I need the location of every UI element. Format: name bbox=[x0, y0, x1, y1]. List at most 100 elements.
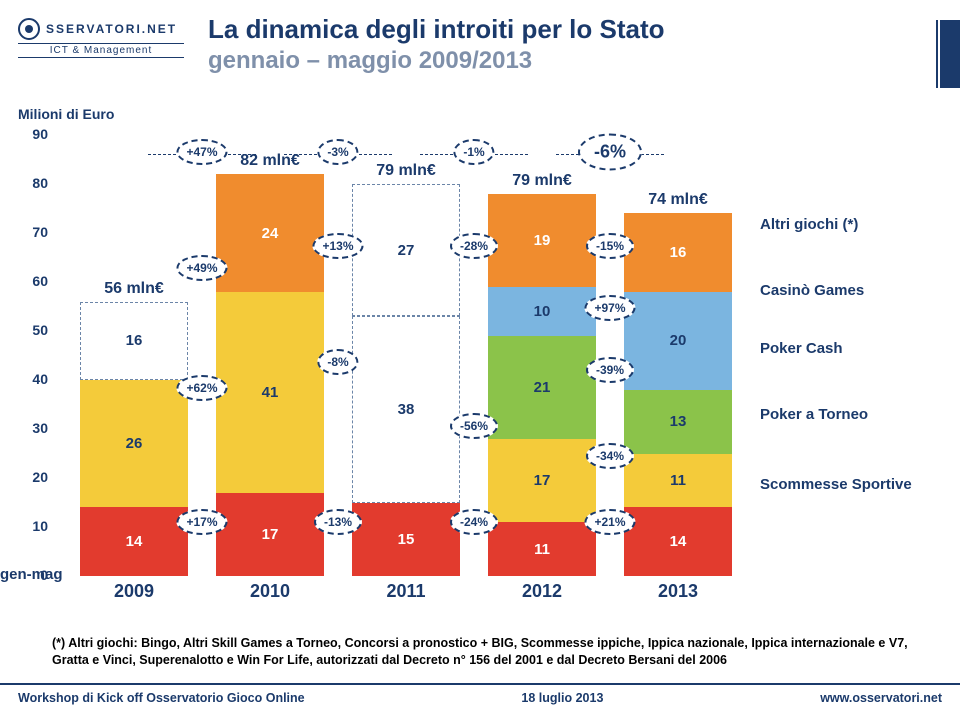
segment-value: 17 bbox=[262, 526, 279, 543]
delta-bubble: -8% bbox=[317, 349, 358, 375]
legend-item: Poker a Torneo bbox=[760, 406, 868, 423]
bar-segment: 24 bbox=[216, 174, 324, 292]
segment-value: 11 bbox=[670, 472, 686, 489]
y-axis-title: Milioni di Euro bbox=[18, 106, 114, 122]
bar-segment: 14 bbox=[80, 507, 188, 576]
plot-area: 14261656 mln€200917412482 mln€2010153827… bbox=[60, 130, 740, 600]
footer-center: 18 luglio 2013 bbox=[521, 691, 603, 705]
delta-bubble: +49% bbox=[176, 255, 227, 281]
segment-value: 10 bbox=[534, 303, 551, 320]
growth-bubble: -3% bbox=[317, 139, 358, 165]
legend-item: Poker Cash bbox=[760, 340, 843, 357]
delta-bubble: +13% bbox=[312, 233, 363, 259]
bar-column: 14261656 mln€2009 bbox=[80, 130, 188, 576]
logo-icon bbox=[18, 18, 40, 40]
y-tick: 30 bbox=[18, 420, 48, 436]
logo: SSERVATORI.NET ICT & Management bbox=[18, 10, 208, 58]
delta-bubble: +97% bbox=[584, 295, 635, 321]
growth-bubble: -6% bbox=[578, 134, 642, 171]
segment-value: 41 bbox=[262, 384, 279, 401]
title-line2: gennaio – maggio 2009/2013 bbox=[208, 47, 960, 75]
bar-column: 111721101979 mln€2012 bbox=[488, 130, 596, 576]
x-axis-label: 2011 bbox=[352, 581, 460, 602]
bar-segment: 11 bbox=[624, 454, 732, 508]
delta-bubble: -39% bbox=[586, 357, 634, 383]
footnote: (*) Altri giochi: Bingo, Altri Skill Gam… bbox=[52, 635, 927, 669]
y-tick: 80 bbox=[18, 175, 48, 191]
bar-column: 17412482 mln€2010 bbox=[216, 130, 324, 576]
bar-segment: 41 bbox=[216, 292, 324, 493]
y-tick: 10 bbox=[18, 518, 48, 534]
y-tick: 50 bbox=[18, 322, 48, 338]
x-axis-label: 2010 bbox=[216, 581, 324, 602]
legend-item: Altri giochi (*) bbox=[760, 216, 858, 233]
bar-total-label: 56 mln€ bbox=[80, 280, 188, 298]
bar-segment: 26 bbox=[80, 380, 188, 507]
delta-bubble: +17% bbox=[176, 509, 227, 535]
segment-value: 13 bbox=[670, 413, 687, 430]
segment-value: 21 bbox=[534, 379, 551, 396]
segment-value: 26 bbox=[126, 435, 143, 452]
y-tick: 90 bbox=[18, 126, 48, 142]
y-tick: 60 bbox=[18, 273, 48, 289]
title-line1: La dinamica degli introiti per lo Stato bbox=[208, 14, 960, 45]
footer: Workshop di Kick off Osservatorio Gioco … bbox=[0, 683, 960, 711]
y-tick: 70 bbox=[18, 224, 48, 240]
bar-segment: 27 bbox=[352, 184, 460, 316]
delta-bubble: -13% bbox=[314, 509, 362, 535]
bar-segment: 17 bbox=[216, 493, 324, 576]
segment-value: 14 bbox=[126, 533, 143, 550]
bar-segment: 15 bbox=[352, 503, 460, 577]
segment-value: 24 bbox=[262, 225, 279, 242]
segment-value: 16 bbox=[670, 244, 687, 261]
chart: Milioni di Euro 0102030405060708090 1426… bbox=[0, 106, 960, 646]
growth-bubble: +47% bbox=[176, 139, 227, 165]
delta-bubble: -15% bbox=[586, 233, 634, 259]
segment-value: 20 bbox=[670, 332, 687, 349]
bar-segment: 11 bbox=[488, 522, 596, 576]
footer-left: Workshop di Kick off Osservatorio Gioco … bbox=[18, 691, 305, 705]
bar-segment: 21 bbox=[488, 336, 596, 439]
segment-value: 15 bbox=[398, 531, 415, 548]
delta-bubble: +21% bbox=[584, 509, 635, 535]
bar-column: 141113201674 mln€2013 bbox=[624, 130, 732, 576]
delta-bubble: +62% bbox=[176, 375, 227, 401]
bar-total-label: 79 mln€ bbox=[352, 162, 460, 180]
logo-text-top: SSERVATORI.NET bbox=[46, 22, 177, 36]
segment-value: 16 bbox=[126, 332, 143, 349]
segment-value: 17 bbox=[534, 472, 551, 489]
x-axis-label: 2009 bbox=[80, 581, 188, 602]
bar-segment: 10 bbox=[488, 287, 596, 336]
legend-item: Casinò Games bbox=[760, 282, 864, 299]
segment-value: 14 bbox=[670, 533, 687, 550]
bar-segment: 38 bbox=[352, 316, 460, 502]
growth-bubble: -1% bbox=[453, 139, 494, 165]
bar-segment: 16 bbox=[80, 302, 188, 380]
bar-total-label: 79 mln€ bbox=[488, 172, 596, 190]
bar-segment: 13 bbox=[624, 390, 732, 454]
logo-text-bottom: ICT & Management bbox=[18, 43, 184, 58]
header: SSERVATORI.NET ICT & Management La dinam… bbox=[0, 0, 960, 92]
x-axis-label: 2013 bbox=[624, 581, 732, 602]
delta-bubble: -34% bbox=[586, 443, 634, 469]
segment-value: 19 bbox=[534, 232, 551, 249]
slide-title: La dinamica degli introiti per lo Stato … bbox=[208, 10, 960, 75]
delta-bubble: -24% bbox=[450, 509, 498, 535]
bar-total-label: 74 mln€ bbox=[624, 191, 732, 209]
segment-value: 38 bbox=[398, 401, 415, 418]
delta-bubble: -56% bbox=[450, 413, 498, 439]
delta-bubble: -28% bbox=[450, 233, 498, 259]
bar-segment: 14 bbox=[624, 507, 732, 576]
bar-segment: 20 bbox=[624, 292, 732, 390]
segment-value: 11 bbox=[534, 541, 550, 558]
bar-segment: 16 bbox=[624, 213, 732, 291]
bar-column: 15382779 mln€2011 bbox=[352, 130, 460, 576]
x-axis-label: 2012 bbox=[488, 581, 596, 602]
legend-item: Scommesse Sportive bbox=[760, 476, 912, 493]
y-tick: 40 bbox=[18, 371, 48, 387]
bar-segment: 19 bbox=[488, 194, 596, 287]
segment-value: 27 bbox=[398, 242, 415, 259]
header-decoration-line bbox=[936, 20, 938, 88]
footer-right: www.osservatori.net bbox=[820, 691, 942, 705]
header-decoration-bar bbox=[940, 20, 960, 88]
